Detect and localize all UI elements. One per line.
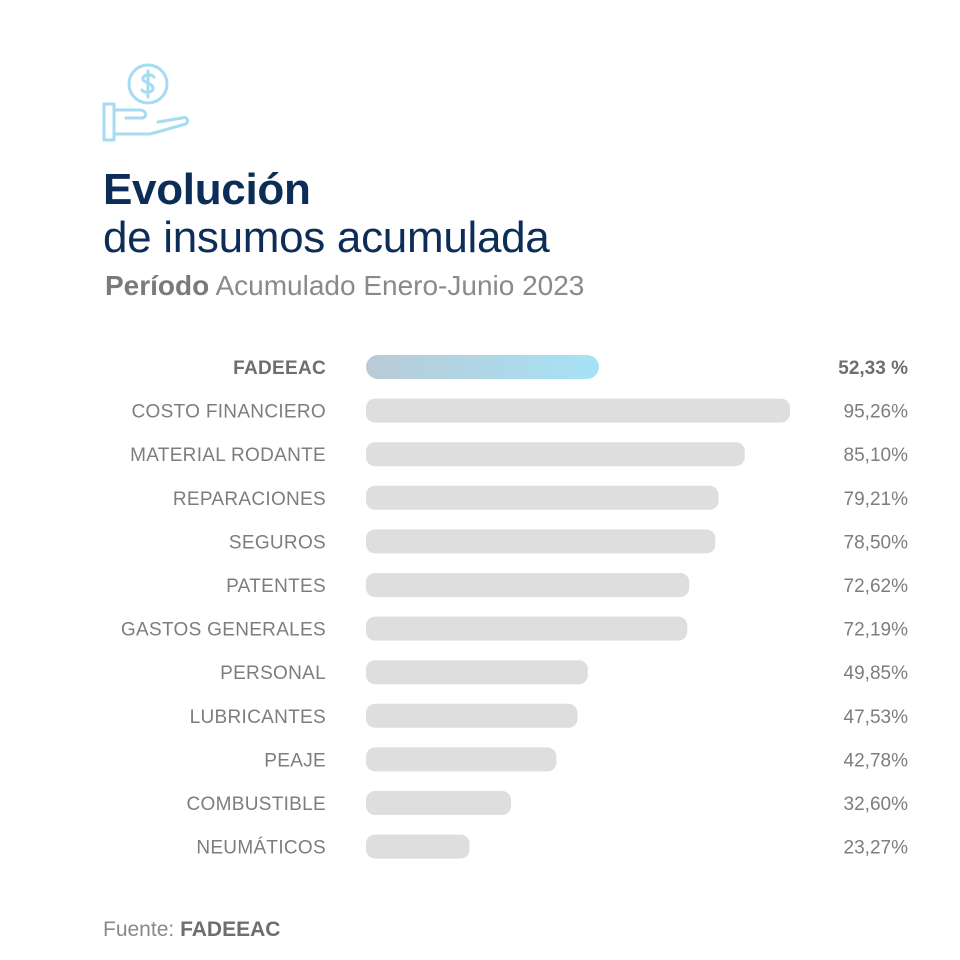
bar <box>366 573 690 597</box>
category-label: COMBUSTIBLE <box>187 794 327 815</box>
bar <box>366 791 512 815</box>
category-label: PEAJE <box>264 750 326 771</box>
bar <box>366 616 688 641</box>
bar-row: NEUMÁTICOS 23,27% <box>196 834 909 859</box>
bar <box>366 834 470 859</box>
subtitle-bold: Período <box>105 270 210 301</box>
bar-row: PATENTES 72,62% <box>226 573 908 597</box>
value-label: 42,78% <box>844 750 909 771</box>
bar-row: PERSONAL 49,85% <box>220 660 909 685</box>
title-line-2: de insumos acumulada <box>103 213 550 262</box>
category-label: PERSONAL <box>220 663 326 684</box>
bar-row: MATERIAL RODANTE 85,10% <box>130 442 909 467</box>
subtitle-period: Acumulado Enero-Junio 2023 <box>215 270 585 301</box>
value-label: 52,33 % <box>838 358 908 379</box>
value-label: 47,53% <box>844 707 909 728</box>
value-label: 72,62% <box>844 576 909 597</box>
category-label: REPARACIONES <box>173 489 326 510</box>
bar <box>366 703 578 728</box>
category-label: FADEEAC <box>233 358 326 379</box>
bar-row: PEAJE 42,78% <box>264 747 909 772</box>
bar <box>366 485 719 510</box>
bar <box>366 355 599 379</box>
bar <box>366 747 557 772</box>
value-label: 85,10% <box>844 445 909 466</box>
bar <box>366 442 745 467</box>
bar-row: LUBRICANTES 47,53% <box>190 703 909 728</box>
category-label: SEGUROS <box>229 532 326 553</box>
hand-dollar-coin-icon <box>102 63 190 142</box>
category-label: LUBRICANTES <box>190 707 326 728</box>
bar-row: REPARACIONES 79,21% <box>173 485 909 510</box>
value-label: 79,21% <box>844 489 909 510</box>
bar <box>366 398 790 423</box>
title-line-1: Evolución <box>103 165 311 214</box>
bar-row: COSTO FINANCIERO 95,26% <box>132 398 909 423</box>
bar-row: GASTOS GENERALES 72,19% <box>121 616 909 641</box>
bar-row: FADEEAC 52,33 % <box>233 355 908 379</box>
category-label: NEUMÁTICOS <box>196 838 326 859</box>
page-title: Evolución de insumos acumulada <box>103 165 550 262</box>
value-label: 78,50% <box>844 532 909 553</box>
value-label: 95,26% <box>844 402 909 423</box>
value-label: 49,85% <box>844 663 909 684</box>
subtitle: Período Acumulado Enero-Junio 2023 <box>105 270 584 302</box>
value-label: 72,19% <box>844 620 909 641</box>
category-label: MATERIAL RODANTE <box>130 445 326 466</box>
category-label: COSTO FINANCIERO <box>132 402 326 423</box>
source-label: Fuente: <box>103 918 175 941</box>
value-label: 32,60% <box>844 794 909 815</box>
source-value: FADEEAC <box>180 918 281 941</box>
bar-row: COMBUSTIBLE 32,60% <box>187 791 909 815</box>
category-label: PATENTES <box>226 576 326 597</box>
value-label: 23,27% <box>844 838 909 859</box>
bar-row: SEGUROS 78,50% <box>229 529 909 554</box>
bar <box>366 529 716 554</box>
bar <box>366 660 588 685</box>
bar-chart: FADEEAC 52,33 % COSTO FINANCIERO 95,26% MATE… <box>121 355 909 859</box>
category-label: GASTOS GENERALES <box>121 620 326 641</box>
source-note: Fuente: FADEEAC <box>103 918 280 942</box>
